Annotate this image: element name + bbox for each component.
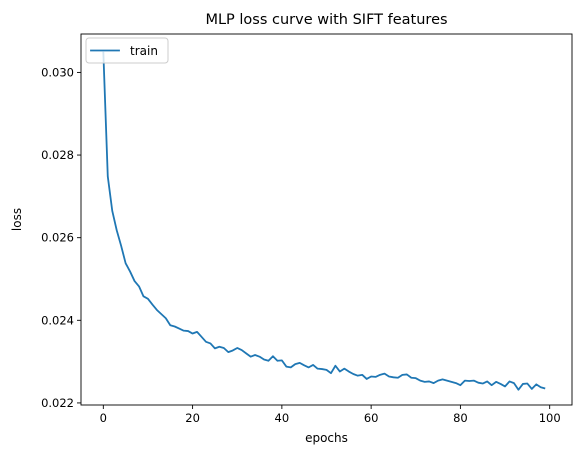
x-axis-label: epochs bbox=[305, 431, 348, 445]
x-axis-ticks: 0 20 40 60 80 100 bbox=[100, 405, 561, 425]
x-tick-label: 100 bbox=[539, 411, 561, 425]
y-axis-label: loss bbox=[10, 208, 24, 231]
x-tick-label: 40 bbox=[275, 411, 290, 425]
series-train bbox=[102, 51, 546, 391]
legend-label-train: train bbox=[130, 44, 158, 58]
x-tick-label: 0 bbox=[100, 411, 107, 425]
x-tick-label: 60 bbox=[364, 411, 379, 425]
y-axis-ticks: 0.022 0.024 0.026 0.028 0.030 bbox=[41, 65, 81, 410]
x-tick-label: 20 bbox=[185, 411, 200, 425]
legend: train bbox=[85, 37, 169, 64]
y-tick-label: 0.026 bbox=[41, 231, 74, 245]
axes-frame bbox=[80, 33, 573, 406]
series-line-train bbox=[102, 51, 546, 391]
y-tick-label: 0.028 bbox=[41, 148, 74, 162]
y-tick-label: 0.024 bbox=[41, 313, 74, 327]
legend-box bbox=[85, 37, 169, 64]
y-tick-label: 0.030 bbox=[41, 65, 74, 79]
y-tick-label: 0.022 bbox=[41, 396, 74, 410]
chart-title: MLP loss curve with SIFT features bbox=[205, 12, 447, 28]
x-tick-label: 80 bbox=[453, 411, 468, 425]
plot-area: 0 20 40 60 80 100 0.022 0.024 0.026 0.028 0.030 bbox=[41, 33, 573, 425]
